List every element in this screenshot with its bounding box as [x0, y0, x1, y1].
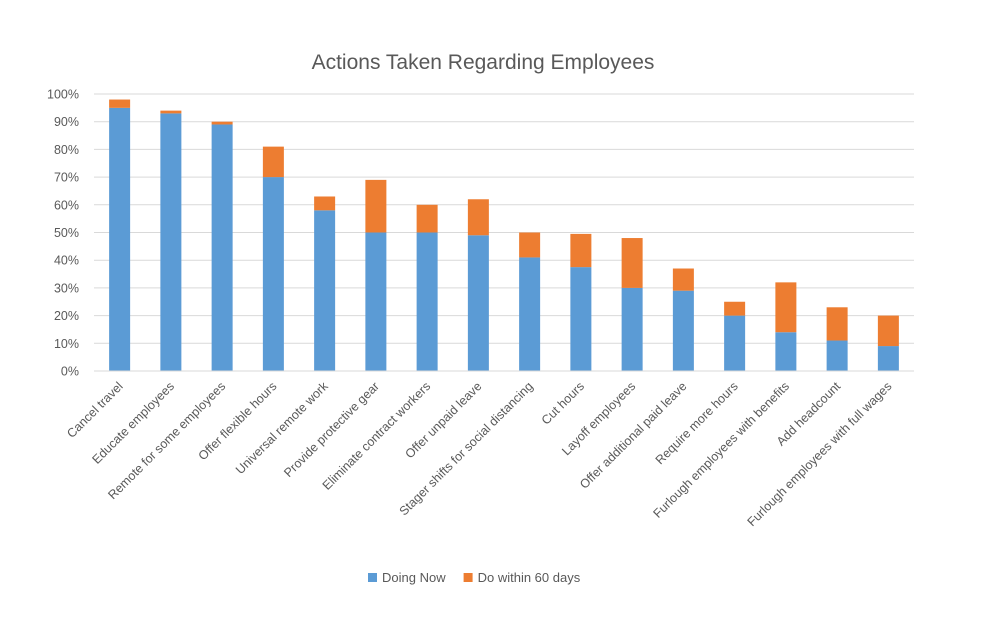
bar-do-within-60-days [416, 204, 438, 233]
bar-stack [416, 204, 438, 371]
bar-do-within-60-days [365, 179, 387, 233]
bar-stack [262, 146, 284, 371]
bar-doing-now [314, 210, 336, 371]
bar-stack [877, 315, 899, 371]
y-tick-label: 0% [61, 365, 79, 379]
bar-stack [570, 233, 592, 371]
bar-do-within-60-days [262, 146, 284, 178]
bar-do-within-60-days [621, 238, 643, 288]
legend-swatch [368, 573, 377, 582]
bar-doing-now [262, 177, 284, 371]
legend-item: Doing Now [368, 570, 446, 585]
bar-do-within-60-days [724, 301, 746, 316]
bar-stack [211, 121, 233, 371]
legend-label: Doing Now [382, 570, 446, 585]
y-tick-label: 90% [54, 115, 79, 129]
x-tick-label: Provide protective gear [281, 379, 382, 480]
y-tick-label: 50% [54, 226, 79, 240]
bar-do-within-60-days [672, 268, 694, 291]
bar-doing-now [877, 346, 899, 371]
y-tick-label: 100% [47, 88, 79, 102]
y-axis-tick-labels: 0% 10% 20% 30% 40% 50% 60% 70% 80% 90% 100% [47, 88, 79, 379]
bar-do-within-60-days [826, 307, 848, 341]
y-tick-label: 80% [54, 143, 79, 157]
bar-stack [365, 179, 387, 371]
bar-doing-now [570, 267, 592, 371]
bar-doing-now [109, 107, 131, 371]
bar-stack [467, 199, 489, 371]
bar-stack [724, 301, 746, 371]
y-tick-label: 20% [54, 309, 79, 323]
bar-doing-now [416, 232, 438, 371]
legend-swatch [463, 573, 473, 582]
bars [109, 99, 899, 371]
bar-stack [672, 268, 694, 371]
legend-label: Do within 60 days [478, 570, 581, 585]
legend: Doing Now Do within 60 days [368, 570, 581, 585]
bar-doing-now [519, 257, 541, 371]
bar-do-within-60-days [775, 282, 797, 333]
bar-stack [775, 282, 797, 371]
bar-do-within-60-days [109, 99, 131, 108]
bar-doing-now [724, 315, 746, 371]
x-tick-label: Cut hours [539, 379, 587, 427]
bar-doing-now [621, 287, 643, 371]
bar-doing-now [672, 290, 694, 371]
bar-do-within-60-days [211, 121, 233, 125]
bar-doing-now [365, 232, 387, 371]
x-tick-label: Eliminate contract workers [320, 379, 434, 493]
bar-stack [314, 196, 336, 371]
bar-do-within-60-days [570, 233, 592, 268]
bar-stack [109, 99, 131, 371]
y-tick-label: 10% [54, 337, 79, 351]
bar-stack [826, 307, 848, 371]
x-tick-label: Offer additional paid leave [577, 379, 689, 491]
bar-doing-now [826, 340, 848, 371]
bar-do-within-60-days [519, 232, 541, 258]
bar-doing-now [775, 332, 797, 371]
y-tick-label: 40% [54, 254, 79, 268]
y-tick-label: 30% [54, 281, 79, 295]
bar-do-within-60-days [467, 199, 489, 236]
y-tick-label: 70% [54, 171, 79, 185]
x-tick-label: Universal remote work [233, 379, 331, 477]
chart-title: Actions Taken Regarding Employees [312, 51, 655, 74]
bar-doing-now [211, 124, 233, 371]
bar-do-within-60-days [160, 110, 182, 114]
bar-do-within-60-days [314, 196, 336, 211]
y-tick-label: 60% [54, 198, 79, 212]
bar-do-within-60-days [877, 315, 899, 347]
legend-item: Do within 60 days [463, 570, 581, 585]
bar-doing-now [160, 113, 182, 371]
bar-doing-now [467, 235, 489, 371]
bar-stack [519, 232, 541, 371]
bar-stack [621, 238, 643, 371]
bar-stack [160, 110, 182, 371]
